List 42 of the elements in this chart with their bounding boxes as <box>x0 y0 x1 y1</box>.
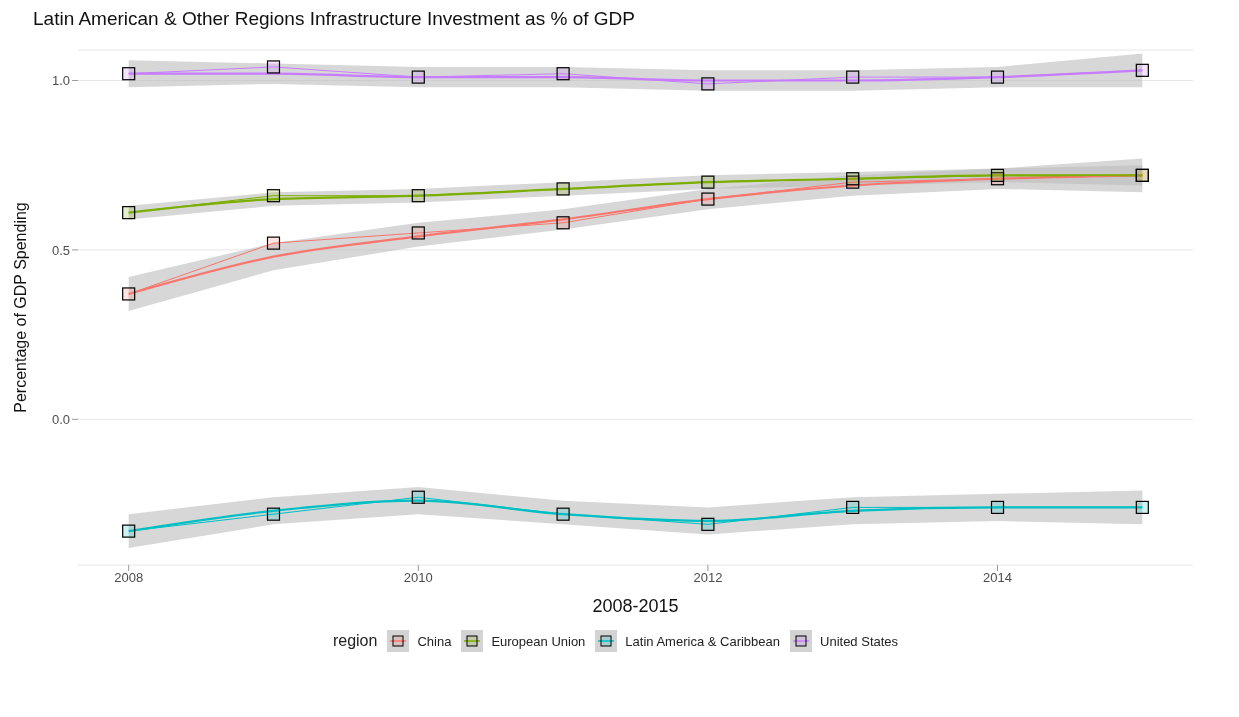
legend-label: United States <box>820 633 899 649</box>
x-axis-title: 2008-2015 <box>592 596 679 616</box>
point <box>556 216 570 230</box>
y-tick-label: 1.0 <box>51 73 70 89</box>
point <box>122 287 136 301</box>
x-tick-label: 2012 <box>693 570 723 586</box>
point <box>266 189 281 203</box>
point <box>990 500 1005 514</box>
x-tick-label: 2008 <box>114 570 144 586</box>
point <box>266 236 281 250</box>
point <box>701 517 715 531</box>
y-axis-title: Percentage of GDP Spending <box>11 202 29 413</box>
point <box>411 70 425 84</box>
point <box>122 206 136 220</box>
point <box>846 70 860 84</box>
point <box>1135 500 1149 514</box>
point <box>990 70 1005 84</box>
point <box>846 500 860 514</box>
point <box>701 175 715 189</box>
point <box>701 192 715 206</box>
legend-label: China <box>417 633 452 649</box>
x-tick-label: 2014 <box>983 570 1012 586</box>
chart-title: Latin American & Other Regions Infrastructure Investment as % of GDP <box>33 8 636 30</box>
point <box>122 67 136 81</box>
point <box>990 168 1005 182</box>
point <box>266 60 281 74</box>
point <box>556 67 570 81</box>
legend-title: region <box>332 632 378 650</box>
point <box>411 226 425 240</box>
point <box>122 524 136 538</box>
y-tick-label: 0.5 <box>51 242 70 258</box>
legend-label: European Union <box>491 633 586 649</box>
y-tick-label: 0.0 <box>51 411 70 427</box>
x-tick-label: 2010 <box>403 570 433 586</box>
point <box>556 507 570 521</box>
point <box>411 490 425 504</box>
point <box>1135 63 1149 77</box>
point <box>266 507 281 521</box>
point <box>556 182 570 196</box>
point <box>411 189 425 203</box>
legend-label: Latin America & Caribbean <box>625 633 781 649</box>
point <box>701 77 715 91</box>
